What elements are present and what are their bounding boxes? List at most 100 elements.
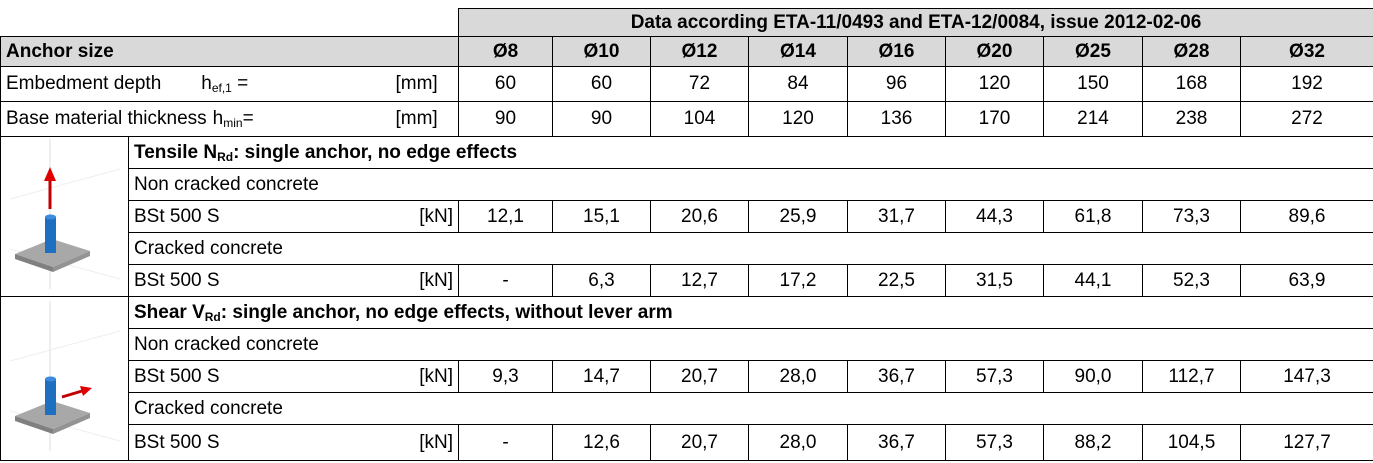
anchor-size: Ø32 <box>1239 36 1373 67</box>
arrow-shaft <box>61 389 82 398</box>
condition: Cracked concrete <box>127 232 1373 265</box>
cell-value: 9,3 <box>458 360 553 393</box>
title-prefix: Shear V <box>134 301 205 323</box>
row-symbol: h <box>212 108 224 129</box>
table-row: BSt 500 S [kN] 12,1 15,1 20,6 25,9 31,7 44,3 61,… <box>1 200 1373 233</box>
guide <box>9 330 120 361</box>
table-row: BSt 500 S [kN] 9,3 14,7 20,7 28,0 36,7 57,3 90,0… <box>1 360 1373 393</box>
cell-value: 31,7 <box>847 200 946 233</box>
row-subscript: ef,1 <box>211 81 232 95</box>
icon-cell <box>0 136 129 297</box>
cell-value: 90 <box>552 101 651 137</box>
anchor-size: Ø8 <box>458 36 553 67</box>
anchor-size: Ø12 <box>650 36 749 67</box>
cell-value: 63,9 <box>1239 264 1373 297</box>
title-suffix: : single anchor, no edge effects, withou… <box>220 301 673 323</box>
material: BSt 500 S <box>128 200 391 233</box>
cell-value: 60 <box>552 66 651 102</box>
cell-value: 15,1 <box>552 200 651 233</box>
cell-value: 52,3 <box>1142 264 1241 297</box>
cell-value: 28,0 <box>748 424 848 461</box>
plate-side <box>52 250 90 272</box>
cell-value: 60 <box>458 66 553 102</box>
cell-value: - <box>458 424 553 461</box>
cell-value: 104 <box>650 101 749 137</box>
cell-value: 238 <box>1142 101 1241 137</box>
cell-value: 84 <box>748 66 848 102</box>
unit: [kN] <box>390 264 459 297</box>
table-wrap: Data according ETA-11/0493 and ETA-12/00… <box>0 8 1373 461</box>
blank-cell <box>1 9 459 37</box>
anchor-top <box>44 376 56 381</box>
anchor-size: Ø14 <box>748 36 848 67</box>
table-row: Cracked concrete <box>1 392 1373 425</box>
anchor-size: Ø16 <box>847 36 946 67</box>
table-body: Data according ETA-11/0493 and ETA-12/00… <box>0 8 1373 461</box>
table-row: Non cracked concrete <box>1 168 1373 201</box>
anchor-size: Ø25 <box>1043 36 1143 67</box>
cell-value: 90,0 <box>1043 360 1143 393</box>
cell-value: 17,2 <box>748 264 848 297</box>
row-symbol-wrap: hef,1 = <box>201 73 248 94</box>
icon-cell <box>0 296 129 461</box>
cell-value: 214 <box>1043 101 1143 137</box>
cell-value: 14,7 <box>552 360 651 393</box>
anchor-top <box>44 214 56 219</box>
cell-value: 170 <box>945 101 1044 137</box>
row-operator: = <box>231 73 249 94</box>
cell-value: 120 <box>945 66 1044 102</box>
unit: [kN] <box>390 360 459 393</box>
cell-value: 12,6 <box>552 424 651 461</box>
anchor-icon <box>9 300 120 451</box>
cell-value: - <box>458 264 553 297</box>
table-row: BSt 500 S [kN] -12,6 20,7 28,0 36,7 57,3 88,2 10… <box>1 424 1373 461</box>
cell-value: 89,6 <box>1239 200 1373 233</box>
row-subscript: min <box>223 116 243 130</box>
cell-value: 12,1 <box>458 200 553 233</box>
cell-value: 120 <box>748 101 848 137</box>
cell-value: 150 <box>1043 66 1143 102</box>
cell-value: 12,7 <box>650 264 749 297</box>
material: BSt 500 S <box>128 264 391 297</box>
source-header: Data according ETA-11/0493 and ETA-12/00… <box>457 8 1373 37</box>
row-symbol-wrap: hmin= <box>213 108 254 129</box>
cell-value: 44,1 <box>1043 264 1143 297</box>
anchor-size: Ø28 <box>1142 36 1241 67</box>
title-subscript: Rd <box>204 309 221 324</box>
row-label: Base material thickness <box>6 108 207 129</box>
table-row: Non cracked concrete <box>1 328 1373 361</box>
table-row: Base material thickness hmin= [mm] 90 90 104 1… <box>0 101 1373 137</box>
cell-value: 272 <box>1239 101 1373 137</box>
anchor-size-label: Anchor size <box>0 36 459 67</box>
row-label: Embedment depth <box>6 73 162 94</box>
anchor-rod <box>44 378 56 415</box>
section-title: Tensile NRd: single anchor, no edge effe… <box>127 136 1373 169</box>
arrow-head <box>43 166 56 181</box>
material: BSt 500 S <box>128 360 391 393</box>
unit: [kN] <box>390 424 459 461</box>
cell-value: 22,5 <box>847 264 946 297</box>
table-row: Data according ETA-11/0493 and ETA-12/00… <box>1 8 1373 37</box>
condition: Non cracked concrete <box>127 168 1373 201</box>
cell-value: 36,7 <box>847 360 946 393</box>
row-operator: = <box>242 108 254 129</box>
cell-value: 61,8 <box>1043 200 1143 233</box>
row-symbol: h <box>201 73 212 94</box>
cell-value: 88,2 <box>1043 424 1143 461</box>
cell-value: 147,3 <box>1239 360 1373 393</box>
arrow-head <box>79 385 92 396</box>
cell-value: 44,3 <box>945 200 1044 233</box>
cell-value: 25,9 <box>748 200 848 233</box>
cell-value: 136 <box>847 101 946 137</box>
guide <box>9 168 120 199</box>
unit: [kN] <box>390 200 459 233</box>
cell-value: 36,7 <box>847 424 946 461</box>
cell-value: 72 <box>650 66 749 102</box>
material: BSt 500 S <box>128 424 391 461</box>
anchor-size: Ø10 <box>552 36 651 67</box>
cell-value: 96 <box>847 66 946 102</box>
cell-value: 112,7 <box>1142 360 1241 393</box>
cell-value: 104,5 <box>1142 424 1241 461</box>
row-label-cell: Embedment depth hef,1 = <box>0 66 391 102</box>
